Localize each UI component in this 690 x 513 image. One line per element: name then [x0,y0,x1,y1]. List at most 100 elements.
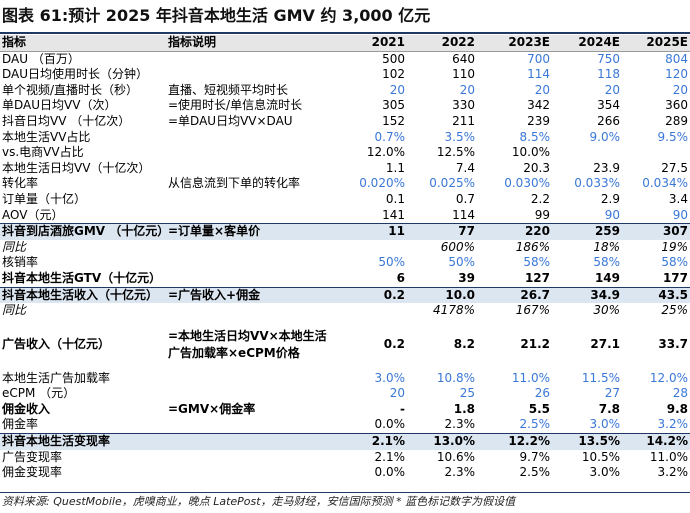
value-cell: 120 [665,67,688,82]
row-label: 同比 [2,239,27,254]
value-cell: 58% [523,255,550,270]
value-cell: 3.4 [668,191,688,206]
value-cell: 114 [452,207,475,222]
value-cell: 2.3% [444,465,476,480]
row-label: 抖音日均VV （十亿次） [2,113,131,128]
value-cell: 0.2 [383,337,405,352]
value-cell: 640 [452,51,475,66]
value-cell: 2.3% [444,417,476,432]
value-cell: 3.2% [657,417,689,432]
value-cell: 39 [458,270,475,285]
value-cell: 3.2% [657,465,689,480]
header-indicator: 指标 [0,35,166,52]
value-cell: 12.0% [649,370,688,385]
value-cell: 141 [382,207,405,222]
row-description [166,130,334,146]
row-label: 单DAU日均VV（次） [2,98,117,113]
value-cell: 2.9 [600,191,620,206]
row-description [166,208,334,224]
value-cell: 3.5% [444,129,476,144]
row-label: 佣金率 [2,417,39,432]
header-description: 指标说明 [166,35,334,52]
table-row: AOV（元） 141 114 99 90 90 [0,208,690,224]
value-cell: 211 [452,113,475,128]
row-label: 抖音本地生活收入（十亿元） [0,287,166,304]
value-cell: 0.030% [504,176,550,191]
value-cell: 23.9 [593,160,620,175]
value-cell: 305 [382,98,405,113]
header-2025e: 2025E [622,35,690,52]
value-cell: 149 [594,270,620,285]
row-description: =GMV×佣金率 [168,401,256,416]
row-description [166,450,334,466]
row-label: 本地生活VV占比 [2,129,91,144]
value-cell: 9.0% [589,129,621,144]
value-cell: 28 [672,386,688,401]
row-description [166,51,334,67]
table-row: vs.电商VV占比 12.0% 12.5% 10.0% [0,145,690,161]
value-cell: 10.0% [511,145,550,160]
header-2023e: 2023E [477,35,552,52]
table-row: DAU （百万） 500 640 700 750 804 [0,51,690,67]
value-cell: 0.034% [642,176,688,191]
value-cell: 14.2% [622,433,690,450]
value-cell: 20 [389,82,405,97]
value-cell: 25 [459,386,475,401]
value-cell: 8.2 [453,337,475,352]
value-cell: 7.4 [455,160,475,175]
value-cell: 0.7% [374,129,406,144]
value-cell: 12.2% [477,433,552,450]
value-cell: 12.5% [436,145,475,160]
value-cell: 13.5% [552,433,622,450]
row-description [166,417,334,433]
value-cell: 500 [382,51,405,66]
row-label: DAU日均使用时长（分钟） [2,67,149,82]
table-row: 佣金收入 =GMV×佣金率 - 1.8 5.5 7.8 9.8 [0,402,690,418]
value-cell: 2.1% [374,449,406,464]
forecast-table: 指标 指标说明 2021 2022 2023E 2024E 2025E DAU … [0,35,690,481]
source-footnote: 资料来源: QuestMobile，虎嗅商业，晚点 LatePost，走马财经，… [2,495,516,508]
value-cell: 750 [597,51,620,66]
value-cell: 10.6% [436,449,475,464]
row-label: 本地生活广告加载率 [2,370,111,385]
value-cell: 0.025% [429,176,475,191]
row-label: 抖音本地生活变现率 [0,433,166,450]
value-cell: 0.033% [574,176,620,191]
value-cell: 58% [661,255,688,270]
table-row: 同比 4178% 167% 30% 25% [0,303,690,319]
row-description [166,145,334,161]
value-cell: 26 [534,386,550,401]
table-row: DAU日均使用时长（分钟） 102 110 114 118 120 [0,67,690,83]
row-description [166,161,334,177]
value-cell: 11.0% [649,449,688,464]
table-row: 本地生活广告加载率 3.0% 10.8% 11.0% 11.5% 12.0% [0,371,690,387]
figure-title: 图表 61:预计 2025 年抖音本地生活 GMV 约 3,000 亿元 [2,6,431,25]
row-label: AOV（元） [2,207,64,222]
row-label: vs.电商VV占比 [2,145,84,160]
row-description [166,255,334,271]
value-cell: 600% [440,239,475,254]
row-label: 订单量（十亿） [2,191,87,206]
value-cell: 2.5% [519,465,551,480]
row-description: 从信息流到下单的转化率 [168,176,301,191]
value-cell: 10.8% [436,370,475,385]
top-rule [0,32,690,34]
value-cell: 11.5% [581,370,620,385]
row-description [166,433,334,450]
value-cell: 11 [334,223,407,240]
bottom-rule [0,492,690,493]
value-cell: 307 [622,223,690,240]
row-description: =本地生活日均VV×本地生活广告加载率×eCPM价格 [168,328,327,360]
value-cell: 99 [534,207,550,222]
row-description: =广告收入+佣金 [166,287,334,304]
value-cell: 27 [604,386,620,401]
value-cell: 30% [593,303,620,318]
row-description [166,271,334,287]
row-label: 抖音本地生活GTV（十亿元） [2,270,162,285]
value-cell: 7.8 [598,401,620,416]
value-cell: 20 [672,82,688,97]
value-cell: 0.0% [374,417,406,432]
value-cell: 19% [661,239,688,254]
table-row: 单DAU日均VV（次） =使用时长/单信息流时长 305 330 342 354 360 [0,98,690,114]
value-cell [334,240,407,256]
